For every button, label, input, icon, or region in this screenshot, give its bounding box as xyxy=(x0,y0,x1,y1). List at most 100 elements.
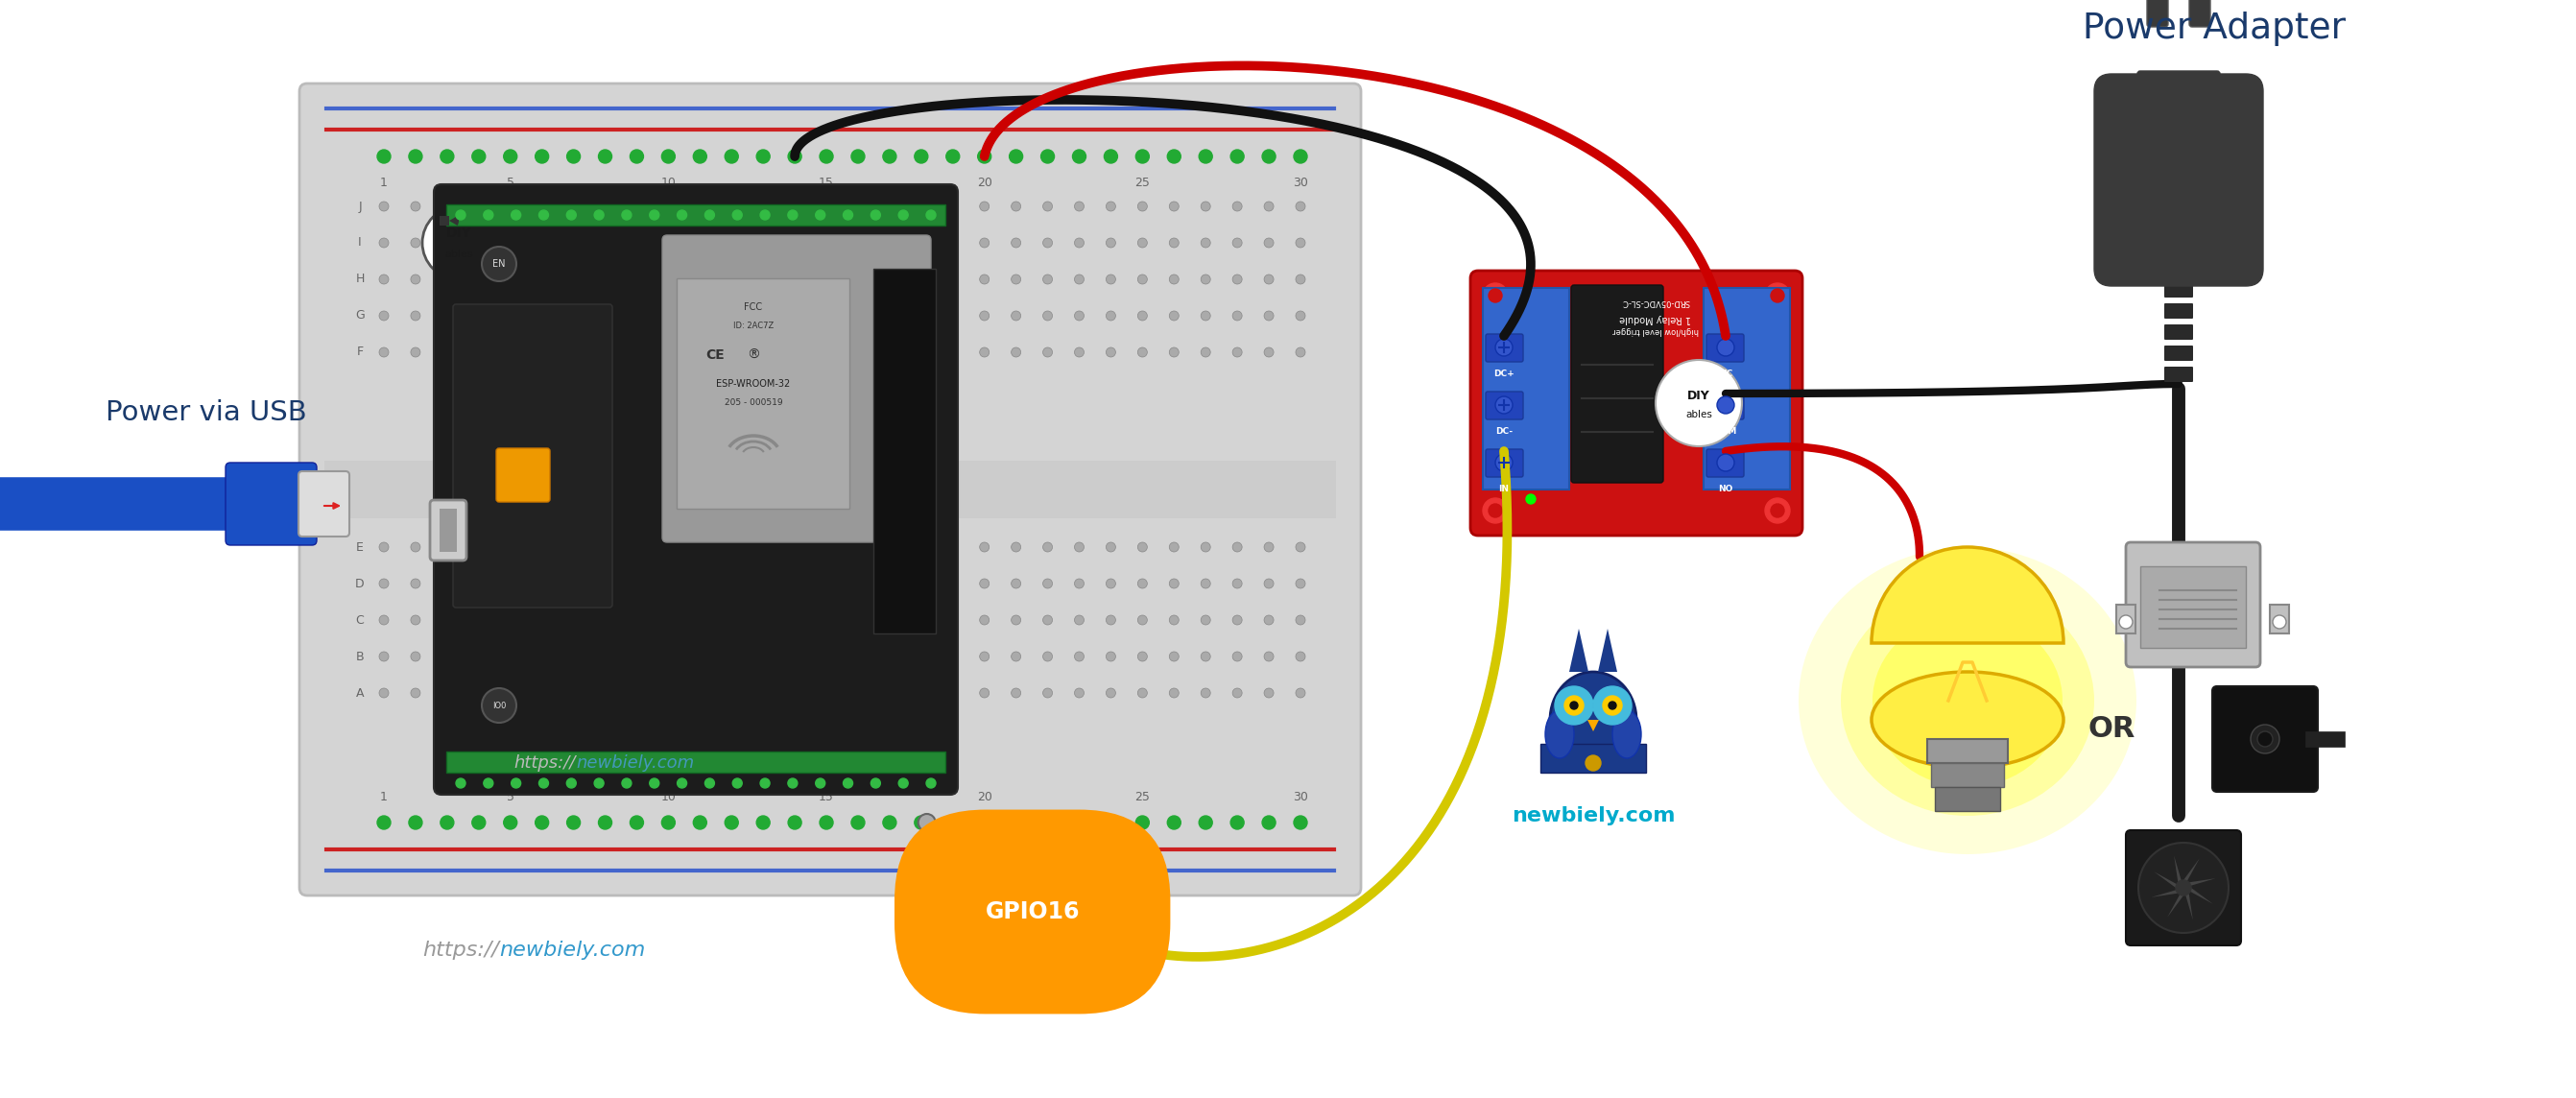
Circle shape xyxy=(1074,688,1084,697)
Circle shape xyxy=(538,238,546,248)
FancyBboxPatch shape xyxy=(2190,0,2210,26)
Circle shape xyxy=(917,615,925,625)
Circle shape xyxy=(757,688,768,697)
Circle shape xyxy=(757,149,770,164)
Circle shape xyxy=(538,579,546,589)
Circle shape xyxy=(1105,238,1115,248)
Circle shape xyxy=(474,202,484,211)
FancyBboxPatch shape xyxy=(2094,74,2264,285)
Circle shape xyxy=(757,274,768,284)
Text: 1: 1 xyxy=(381,176,386,189)
Circle shape xyxy=(1012,688,1020,697)
Text: https://: https:// xyxy=(515,754,577,772)
Circle shape xyxy=(456,778,466,788)
Circle shape xyxy=(853,311,863,321)
Circle shape xyxy=(1043,615,1054,625)
Circle shape xyxy=(538,778,549,788)
Circle shape xyxy=(1231,579,1242,589)
Circle shape xyxy=(693,816,706,829)
Circle shape xyxy=(884,542,894,552)
Text: DC+: DC+ xyxy=(1494,370,1515,379)
Circle shape xyxy=(410,688,420,697)
Ellipse shape xyxy=(422,206,495,279)
Circle shape xyxy=(817,210,824,220)
Bar xyxy=(873,269,935,634)
Circle shape xyxy=(1170,542,1180,552)
Circle shape xyxy=(696,202,706,211)
Circle shape xyxy=(1170,652,1180,661)
Bar xyxy=(1927,739,2007,763)
Circle shape xyxy=(706,210,714,220)
Circle shape xyxy=(1074,615,1084,625)
Circle shape xyxy=(1041,149,1054,164)
Polygon shape xyxy=(2184,888,2192,920)
Circle shape xyxy=(1231,542,1242,552)
Circle shape xyxy=(760,778,770,788)
Circle shape xyxy=(1043,579,1054,589)
Circle shape xyxy=(1105,615,1115,625)
Circle shape xyxy=(842,210,853,220)
Circle shape xyxy=(1136,149,1149,164)
Circle shape xyxy=(696,311,706,321)
Circle shape xyxy=(979,615,989,625)
Circle shape xyxy=(757,542,768,552)
Circle shape xyxy=(696,615,706,625)
Circle shape xyxy=(2272,615,2285,629)
Circle shape xyxy=(726,238,737,248)
Circle shape xyxy=(1043,311,1054,321)
Circle shape xyxy=(1170,238,1180,248)
Text: ables: ables xyxy=(1685,410,1713,419)
Circle shape xyxy=(1170,688,1180,697)
Circle shape xyxy=(443,238,451,248)
Circle shape xyxy=(1170,615,1180,625)
Circle shape xyxy=(598,816,613,829)
Text: GPIO16: GPIO16 xyxy=(984,900,1079,923)
Circle shape xyxy=(917,202,925,211)
Circle shape xyxy=(505,579,515,589)
Circle shape xyxy=(379,347,389,357)
Circle shape xyxy=(1043,652,1054,661)
Circle shape xyxy=(726,202,737,211)
Circle shape xyxy=(631,202,641,211)
Circle shape xyxy=(1043,542,1054,552)
Circle shape xyxy=(1231,652,1242,661)
Text: ID: 2AC7Z: ID: 2AC7Z xyxy=(734,322,773,330)
Text: https://: https:// xyxy=(422,941,500,960)
Circle shape xyxy=(474,688,484,697)
Text: DIY: DIY xyxy=(446,226,471,240)
Circle shape xyxy=(456,210,466,220)
Circle shape xyxy=(665,688,672,697)
Circle shape xyxy=(1296,238,1306,248)
Text: Power via USB: Power via USB xyxy=(106,400,307,426)
Circle shape xyxy=(1167,149,1180,164)
Circle shape xyxy=(788,210,799,220)
FancyBboxPatch shape xyxy=(662,235,930,542)
Circle shape xyxy=(2120,615,2133,629)
Bar xyxy=(1540,743,1646,773)
Circle shape xyxy=(505,688,515,697)
Bar xyxy=(325,461,1337,518)
Circle shape xyxy=(757,652,768,661)
Circle shape xyxy=(1231,311,1242,321)
Bar xyxy=(1484,288,1569,490)
Circle shape xyxy=(1105,688,1115,697)
FancyBboxPatch shape xyxy=(1705,334,1744,362)
Circle shape xyxy=(884,579,894,589)
Circle shape xyxy=(726,347,737,357)
Circle shape xyxy=(474,652,484,661)
Circle shape xyxy=(677,210,688,220)
Circle shape xyxy=(1200,202,1211,211)
Circle shape xyxy=(1265,347,1273,357)
Circle shape xyxy=(853,579,863,589)
Circle shape xyxy=(1602,696,1623,715)
Circle shape xyxy=(979,652,989,661)
Circle shape xyxy=(443,311,451,321)
Circle shape xyxy=(443,652,451,661)
FancyBboxPatch shape xyxy=(2125,830,2241,945)
Circle shape xyxy=(791,202,799,211)
FancyBboxPatch shape xyxy=(433,184,958,795)
Text: D: D xyxy=(355,578,366,590)
Text: 25: 25 xyxy=(1136,176,1149,189)
Text: E: E xyxy=(355,541,363,553)
Circle shape xyxy=(884,347,894,357)
